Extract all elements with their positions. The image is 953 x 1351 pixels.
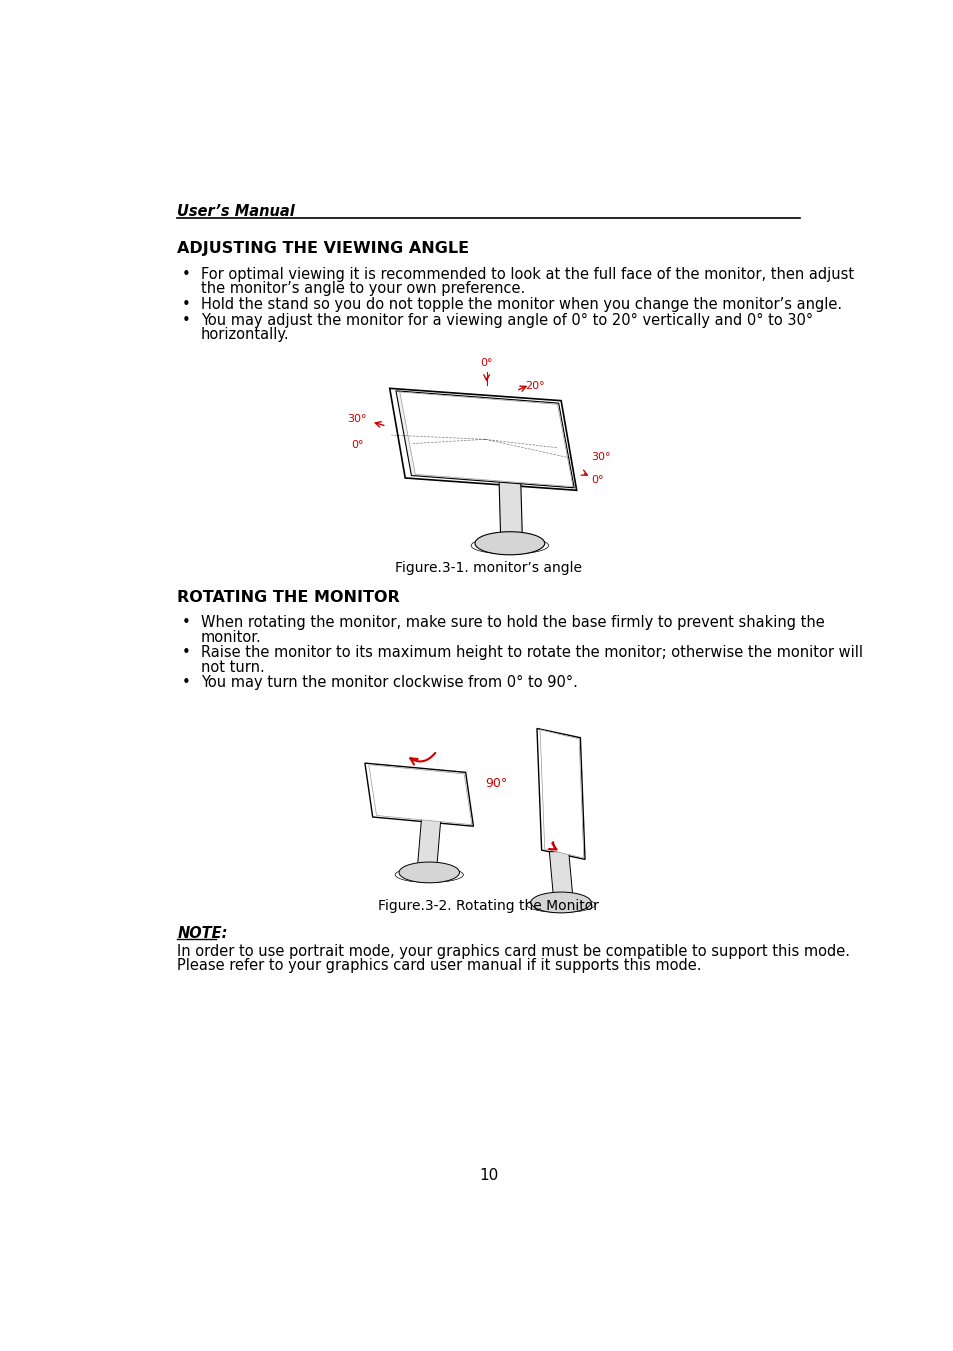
Text: 20°: 20° [525,381,544,392]
Polygon shape [539,730,583,858]
Text: When rotating the monitor, make sure to hold the base firmly to prevent shaking : When rotating the monitor, make sure to … [200,615,823,631]
Text: the monitor’s angle to your own preference.: the monitor’s angle to your own preferen… [200,281,524,296]
Text: monitor.: monitor. [200,630,261,644]
FancyArrowPatch shape [410,753,435,765]
Text: 90°: 90° [485,777,507,790]
Text: ADJUSTING THE VIEWING ANGLE: ADJUSTING THE VIEWING ANGLE [177,242,469,257]
Text: Please refer to your graphics card user manual if it supports this mode.: Please refer to your graphics card user … [177,958,701,973]
Text: horizontally.: horizontally. [200,327,289,342]
Text: Figure.3-2. Rotating the Monitor: Figure.3-2. Rotating the Monitor [378,898,598,913]
Text: ROTATING THE MONITOR: ROTATING THE MONITOR [177,590,399,605]
Text: •: • [181,646,190,661]
FancyArrowPatch shape [548,842,556,850]
Text: not turn.: not turn. [200,659,264,674]
Polygon shape [365,763,473,827]
Text: User’s Manual: User’s Manual [177,204,294,219]
Text: Raise the monitor to its maximum height to rotate the monitor; otherwise the mon: Raise the monitor to its maximum height … [200,646,862,661]
Text: •: • [181,312,190,328]
Text: 30°: 30° [591,453,610,462]
Text: Hold the stand so you do not topple the monitor when you change the monitor’s an: Hold the stand so you do not topple the … [200,297,841,312]
Polygon shape [549,851,572,894]
Polygon shape [537,728,584,859]
Polygon shape [498,478,521,534]
Ellipse shape [398,862,459,882]
Text: 10: 10 [478,1169,498,1183]
Text: 0°: 0° [591,476,603,485]
Ellipse shape [530,892,591,913]
Polygon shape [390,388,576,490]
Polygon shape [417,819,440,865]
Text: •: • [181,297,190,312]
Polygon shape [369,765,472,824]
Text: You may adjust the monitor for a viewing angle of 0° to 20° vertically and 0° to: You may adjust the monitor for a viewing… [200,312,812,328]
Text: •: • [181,676,190,690]
Polygon shape [395,390,574,488]
Polygon shape [399,392,573,486]
Text: Figure.3-1. monitor’s angle: Figure.3-1. monitor’s angle [395,561,582,574]
Text: NOTE:: NOTE: [177,925,228,940]
Text: 30°: 30° [347,413,366,423]
Text: For optimal viewing it is recommended to look at the full face of the monitor, t: For optimal viewing it is recommended to… [200,267,853,282]
Text: You may turn the monitor clockwise from 0° to 90°.: You may turn the monitor clockwise from … [200,676,577,690]
Text: 0°: 0° [480,358,493,367]
Text: 0°: 0° [351,439,363,450]
Text: In order to use portrait mode, your graphics card must be compatible to support : In order to use portrait mode, your grap… [177,943,849,959]
Text: •: • [181,267,190,282]
Text: •: • [181,615,190,631]
Ellipse shape [475,532,544,555]
